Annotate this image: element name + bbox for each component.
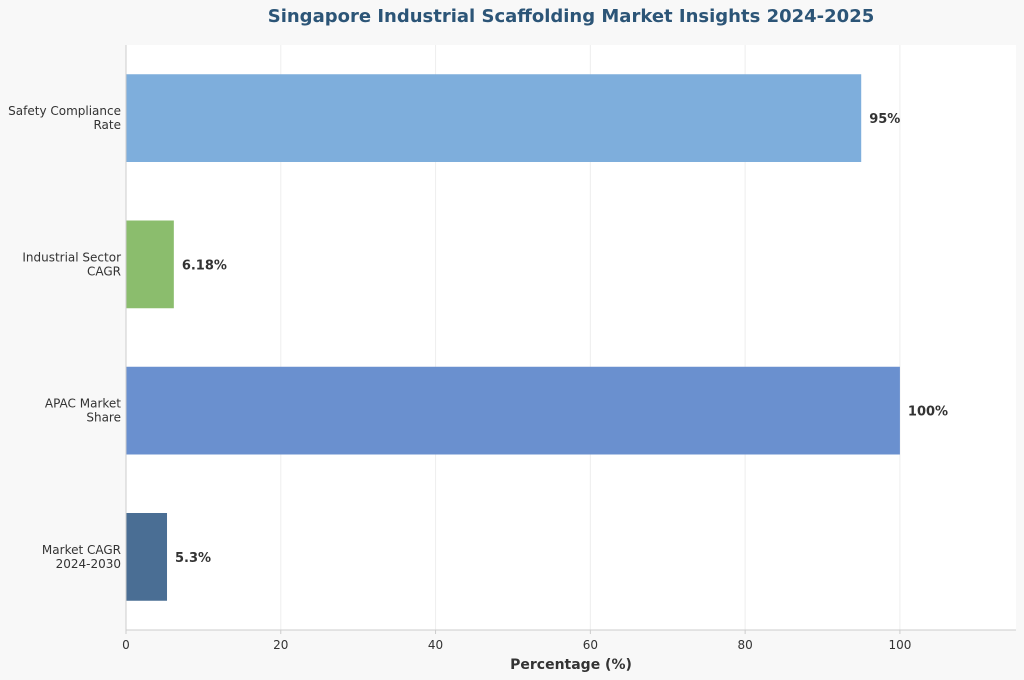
category-label-line: Market CAGR — [42, 543, 121, 557]
category-label-line: Share — [86, 411, 121, 425]
bar-value-label: 100% — [908, 405, 948, 420]
bar — [126, 74, 862, 162]
category-label-line: CAGR — [87, 264, 121, 278]
x-tick-label: 60 — [583, 638, 598, 652]
category-label: Safety Compliance Rate — [8, 104, 121, 132]
bar — [126, 366, 900, 455]
category-label-line: APAC Market — [45, 397, 121, 411]
bar-value-label: 6.18% — [182, 258, 227, 273]
bars: 95% 6.18% 100% 5.3% — [126, 74, 948, 601]
chart-title: Singapore Industrial Scaffolding Market … — [268, 6, 875, 27]
x-tick-label: 100 — [888, 638, 911, 652]
bar — [126, 513, 168, 601]
bar-value-label: 95% — [869, 112, 900, 127]
category-label-line: 2024-2030 — [56, 557, 121, 571]
category-label-line: Safety Compliance — [8, 104, 121, 118]
x-tick-label: 80 — [737, 638, 752, 652]
bar-value-label: 5.3% — [175, 551, 211, 566]
category-label: APAC Market Share — [45, 397, 121, 425]
category-labels: Safety Compliance Rate Industrial Sector CA… — [8, 104, 121, 571]
x-tick-label: 0 — [122, 638, 130, 652]
x-tick-labels: 0 20 40 60 80 100 — [122, 630, 911, 652]
category-label-line: Rate — [93, 118, 121, 132]
x-axis-title: Percentage (%) — [510, 657, 632, 673]
x-tick-label: 20 — [273, 638, 288, 652]
bar — [126, 220, 174, 309]
category-label: Market CAGR 2024-2030 — [42, 543, 121, 571]
category-label-line: Industrial Sector — [22, 250, 121, 264]
x-tick-label: 40 — [428, 638, 443, 652]
category-label: Industrial Sector CAGR — [22, 250, 121, 278]
